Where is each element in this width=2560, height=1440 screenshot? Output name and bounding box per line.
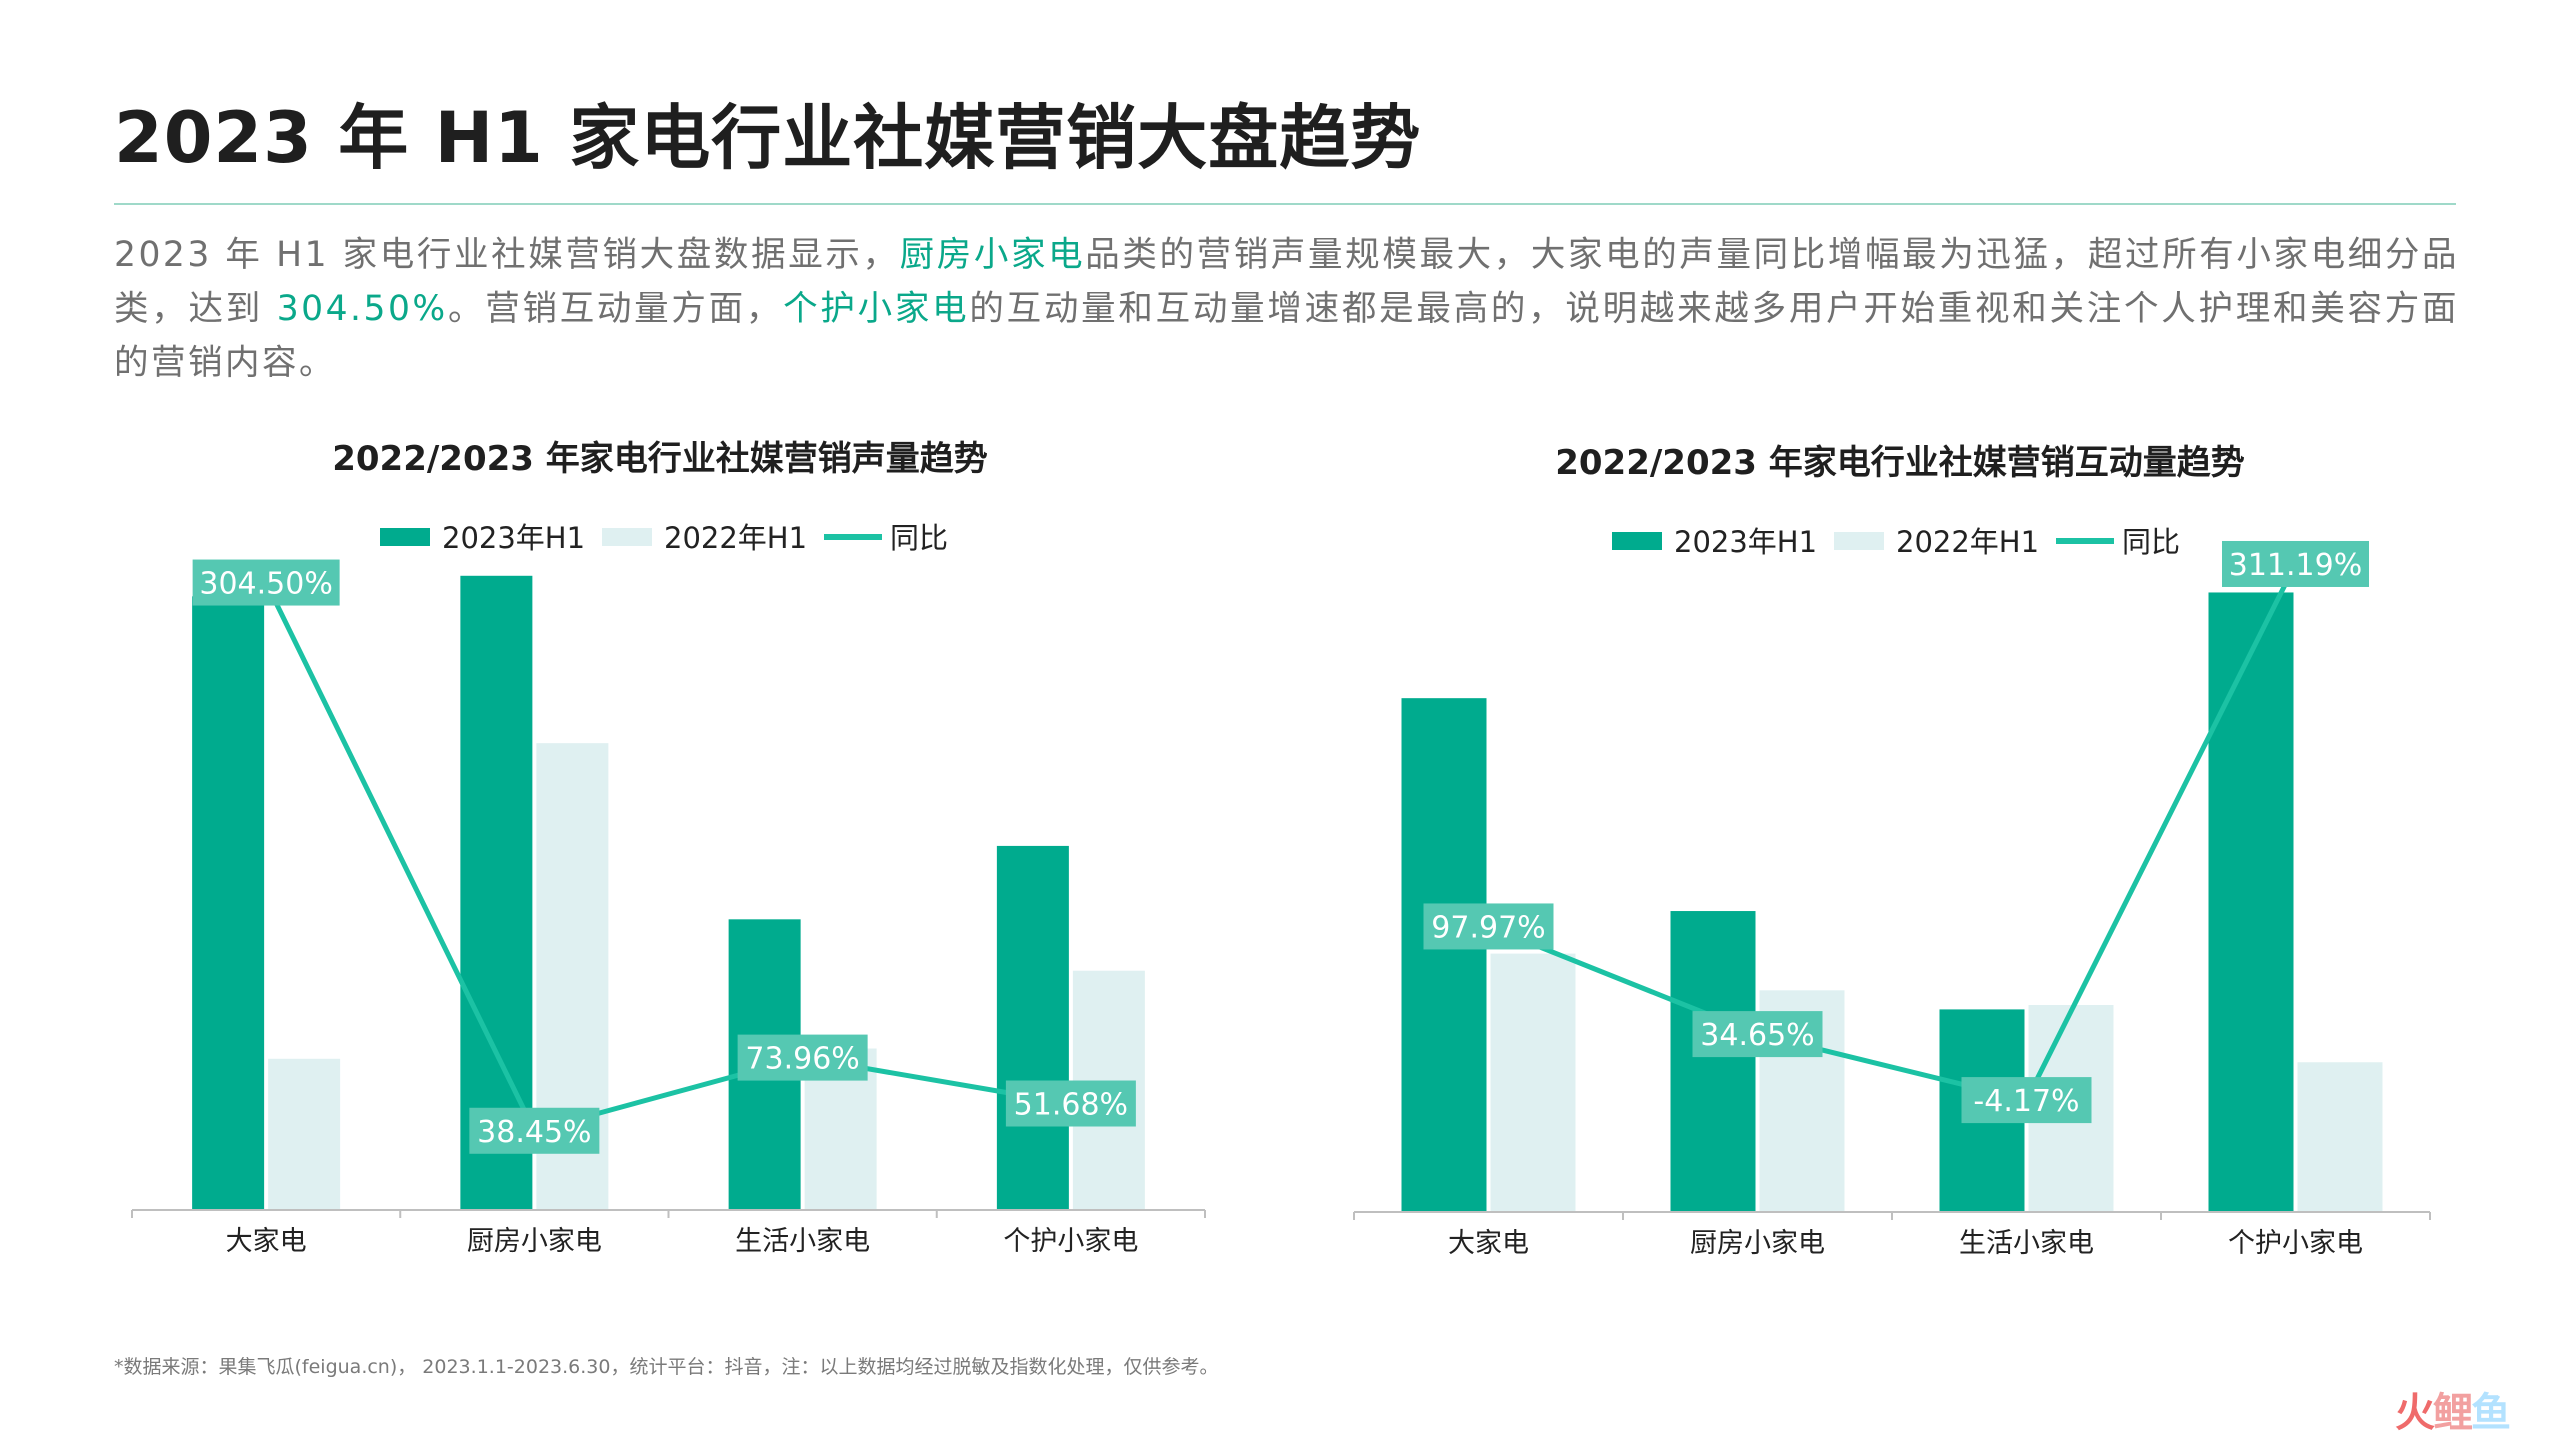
interaction-yoy-label-bg-1: [1692, 1011, 1823, 1058]
volume-bar-2023-0: [192, 596, 265, 1210]
interaction-chart-title: 2022/2023 年家电行业社媒营销互动量趋势: [1555, 443, 2245, 483]
desc-text-2: 品类的营销声量规模最大，大家电的声量同比增幅最为迅猛，超过所有小家电细分品类，达…: [114, 235, 2460, 329]
interaction-yoy-label-bg-0: [1423, 903, 1554, 950]
interaction-yoy-label-bg-2: [1961, 1077, 2092, 1124]
interaction-bar-2022-0: [1490, 953, 1576, 1212]
volume-x-label-0: 大家电: [226, 1226, 307, 1257]
desc-highlight-personal-care: 个护小家电: [783, 289, 970, 329]
volume-yoy-label-bg-3: [1005, 1080, 1136, 1127]
interaction-yoy-label-1: 34.65%: [1692, 1011, 1823, 1058]
watermark-char-1: 火: [2395, 1390, 2435, 1436]
volume-yoy-label-text-2: 73.96%: [745, 1042, 859, 1077]
desc-text-3: 。营销互动量方面，: [447, 289, 784, 329]
volume-x-label-3: 个护小家电: [1003, 1226, 1138, 1257]
data-source-footnote: *数据来源：果集飞瓜(feigua.cn)， 2023.1.1-2023.6.3…: [114, 1356, 1219, 1378]
interaction-yoy-label-text-2: -4.17%: [1973, 1084, 2079, 1119]
interaction-bar-2023-0: [1401, 698, 1487, 1212]
interaction-legend-swatch-2022: [1834, 532, 1884, 550]
desc-highlight-kitchen: 厨房小家电: [899, 235, 1086, 275]
interaction-legend-label-2022: 2022年H1: [1896, 525, 2039, 559]
volume-yoy-label-text-1: 38.45%: [477, 1115, 591, 1150]
volume-yoy-label-bg-0: [192, 559, 340, 606]
volume-yoy-label-2: 73.96%: [737, 1034, 868, 1081]
volume-yoy-label-text-3: 51.68%: [1014, 1088, 1128, 1123]
interaction-yoy-label-text-3: 311.19%: [2229, 548, 2362, 583]
chart-interaction: 2022/2023 年家电行业社媒营销互动量趋势 2023年H1 2022年H1 同比…: [1300, 420, 2500, 1280]
volume-x-label-2: 生活小家电: [735, 1226, 870, 1257]
interaction-bar-2023-1: [1670, 911, 1756, 1212]
interaction-x-label-1: 厨房小家电: [1690, 1228, 1825, 1259]
chart-volume: 2022/2023 年家电行业社媒营销声量趋势 2023年H1 2022年H1 同比大…: [80, 420, 1240, 1280]
volume-yoy-label-bg-1: [469, 1107, 600, 1154]
desc-text-1: 2023 年 H1 家电行业社媒营销大盘数据显示，: [114, 235, 900, 275]
volume-yoy-line: [263, 581, 1072, 1134]
interaction-legend: 2023年H1 2022年H1 同比: [1612, 525, 2180, 559]
volume-bar-2023-3: [996, 845, 1069, 1210]
volume-yoy-label-text-0: 304.50%: [199, 567, 332, 602]
volume-bar-2022-0: [268, 1058, 341, 1210]
volume-legend-label-2022: 2022年H1: [664, 521, 807, 555]
title-divider: [114, 203, 2456, 205]
interaction-x-label-0: 大家电: [1448, 1228, 1529, 1259]
chart-volume-svg: 2022/2023 年家电行业社媒营销声量趋势 2023年H1 2022年H1 同比大…: [131, 439, 1206, 1257]
volume-legend-swatch-2022: [602, 528, 652, 546]
volume-legend-swatch-2023: [380, 528, 430, 546]
volume-legend-label-2023: 2023年H1: [442, 521, 585, 555]
interaction-bar-2023-3: [2208, 592, 2294, 1212]
volume-yoy-label-1: 38.45%: [469, 1107, 600, 1154]
interaction-bar-2022-3: [2297, 1062, 2383, 1212]
volume-yoy-label-0: 304.50%: [192, 559, 340, 606]
interaction-yoy-label-3: 311.19%: [2222, 540, 2369, 587]
interaction-legend-swatch-2023: [1612, 532, 1662, 550]
watermark-char-2: 鲤: [2433, 1390, 2473, 1436]
page-title: 2023 年 H1 家电行业社媒营销大盘趋势: [114, 97, 1422, 179]
volume-yoy-label-bg-2: [737, 1034, 868, 1081]
interaction-yoy-label-bg-3: [2222, 540, 2369, 587]
interaction-x-label-2: 生活小家电: [1959, 1228, 2094, 1259]
desc-highlight-growth: 304.50%: [276, 289, 448, 329]
interaction-yoy-line: [1487, 562, 2298, 1103]
volume-legend: 2023年H1 2022年H1 同比: [380, 521, 948, 555]
volume-yoy-label-3: 51.68%: [1005, 1080, 1136, 1127]
interaction-legend-label-2023: 2023年H1: [1674, 525, 1817, 559]
watermark-char-3: 鱼: [2471, 1390, 2511, 1436]
interaction-yoy-label-text-1: 34.65%: [1700, 1018, 1814, 1053]
chart-interaction-svg: 2022/2023 年家电行业社媒营销互动量趋势 2023年H1 2022年H1 同比…: [1353, 443, 2431, 1259]
interaction-x-label-3: 个护小家电: [2228, 1228, 2363, 1259]
watermark-logo: 火鲤鱼: [2395, 1390, 2511, 1436]
page-description: 2023 年 H1 家电行业社媒营销大盘数据显示，厨房小家电品类的营销声量规模最…: [114, 228, 2459, 390]
volume-chart-title: 2022/2023 年家电行业社媒营销声量趋势: [332, 439, 988, 479]
interaction-yoy-label-0: 97.97%: [1423, 903, 1554, 950]
interaction-legend-label-yoy: 同比: [2122, 525, 2180, 559]
volume-x-label-1: 厨房小家电: [467, 1226, 602, 1257]
interaction-yoy-label-2: -4.17%: [1961, 1077, 2092, 1124]
desc-text-4: 的互动量和互动量增速都是最高的，说明越来越多用户开始重视和关注个人护理和美容方面…: [114, 289, 2460, 383]
interaction-yoy-label-text-0: 97.97%: [1431, 910, 1545, 945]
volume-legend-label-yoy: 同比: [890, 521, 948, 555]
